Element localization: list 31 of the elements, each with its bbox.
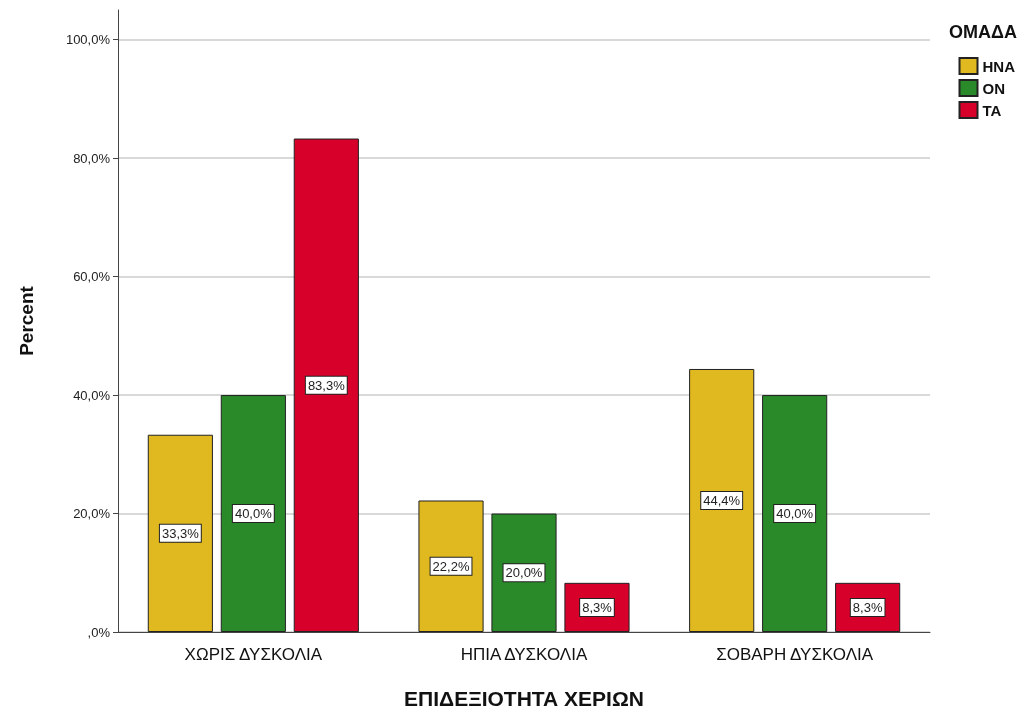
bar	[418, 500, 484, 632]
y-tick-label: ,0%	[87, 624, 111, 640]
bar	[491, 513, 557, 632]
data-label: 8,3%	[852, 599, 883, 615]
x-tick-label: ΣΟΒΑΡΗ ΔΥΣΚΟΛΙΑ	[716, 645, 874, 664]
y-tick-label: 60,0%	[73, 269, 111, 285]
y-tick-label: 20,0%	[73, 506, 111, 522]
bar	[220, 395, 286, 632]
y-tick-label: 80,0%	[73, 150, 111, 166]
x-axis-title: ΕΠΙΔΕΞΙΟΤΗΤΑ ΧΕΡΙΩΝ	[404, 687, 644, 710]
data-label: 40,0%	[776, 506, 814, 522]
y-tick-label: 40,0%	[73, 387, 111, 403]
bar	[293, 138, 359, 632]
data-label: 33,3%	[161, 525, 200, 541]
x-tick-label: ΧΩΡΙΣ ΔΥΣΚΟΛΙΑ	[184, 645, 323, 664]
legend-label: ΤΑ	[982, 101, 1002, 119]
bar	[689, 368, 755, 632]
bar	[762, 395, 828, 632]
data-label: 40,0%	[234, 506, 273, 522]
y-axis-title: Percent	[16, 285, 37, 356]
legend-title: ΟΜΑΔΑ	[949, 22, 1018, 42]
legend-label: ΗΝΑ	[982, 57, 1016, 75]
x-tick-label: ΗΠΙΑ ΔΥΣΚΟΛΙΑ	[460, 645, 588, 664]
bar	[147, 434, 213, 632]
data-label: 20,0%	[505, 565, 543, 581]
data-label: 83,3%	[307, 377, 346, 393]
data-label: 8,3%	[582, 599, 613, 615]
data-label: 44,4%	[703, 492, 741, 508]
y-tick-label: 100,0%	[65, 32, 111, 48]
legend-label: ΟΝ	[982, 79, 1005, 97]
data-label: 22,2%	[432, 558, 470, 574]
